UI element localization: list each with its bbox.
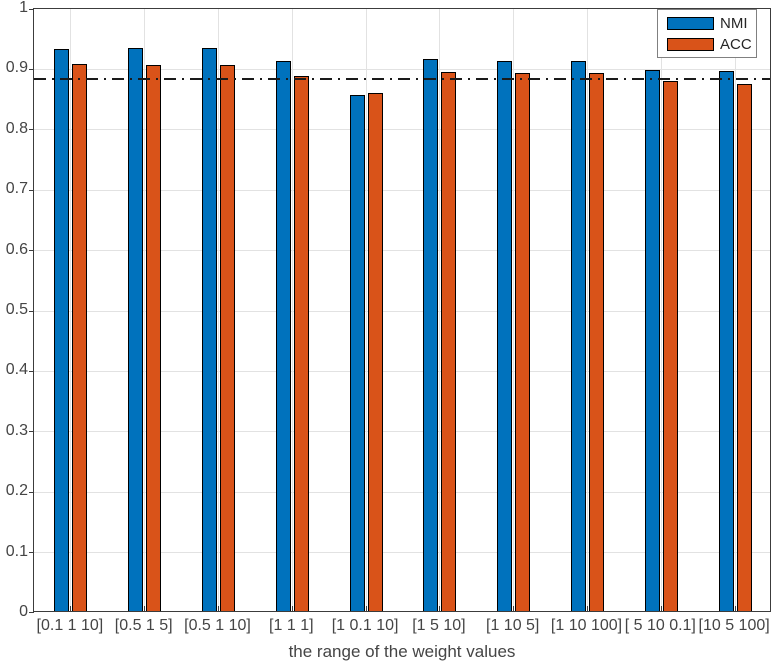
x-axis-label: the range of the weight values [288,642,516,661]
bar-acc [589,73,604,611]
bar-acc [367,92,383,611]
bars-layer [34,9,770,611]
x-tick-mark [587,606,588,611]
v-gridline [439,9,441,611]
legend-swatch-acc [667,37,714,51]
bar-nmi [54,49,70,611]
y-tick-mark [29,612,34,613]
bar-nmi [275,60,291,611]
reference-line [34,78,770,81]
v-gridline [660,9,662,611]
h-gridline [34,250,770,252]
v-gridline [218,9,219,611]
bar-acc [72,64,88,611]
x-tick-mark [144,606,146,611]
x-tick-label: [10 5 100] [698,617,770,634]
x-tick-label: [1 1 1] [269,617,314,634]
x-tick-label: [0.5 1 10] [184,617,251,634]
x-tick-mark [70,606,72,611]
bar-nmi [571,60,586,611]
legend: NMI ACC [657,9,757,58]
h-gridline [34,68,770,70]
bar-acc [146,64,162,611]
bar-nmi [423,58,439,611]
y-tick-mark [29,129,34,131]
y-tick-mark [29,310,34,312]
y-tick-label: 0.7 [5,180,28,198]
x-tick-label: [ 5 10 0.1] [624,617,696,634]
x-tick-mark [439,606,441,611]
x-tick-label: [0.5 1 5] [114,617,173,634]
y-tick-label: 0 [19,603,28,620]
x-tick-mark [660,606,662,611]
h-gridline [34,491,770,493]
bar-nmi [202,48,217,611]
legend-swatch-nmi [667,16,714,30]
v-gridline [587,9,588,611]
y-tick-mark [29,431,34,433]
legend-item-acc: ACC [667,36,756,53]
bar-acc [220,64,235,611]
legend-item-nmi: NMI [667,15,756,32]
x-tick-mark [218,606,219,611]
h-gridline [34,370,770,372]
v-gridline [513,9,515,611]
x-tick-label: [1 10 100] [550,617,623,634]
x-tick-label: [1 5 10] [412,617,466,634]
h-gridline [34,552,770,554]
v-gridline [734,9,736,611]
y-tick-label: 0.2 [5,482,28,500]
x-tick-mark [513,606,515,611]
x-tick-mark [291,606,293,611]
gridlines-layer [34,9,770,611]
y-tick-label: 0.4 [5,361,28,379]
bar-acc [293,75,309,611]
h-gridline [34,189,770,191]
y-tick-label: 0.8 [5,119,28,137]
legend-label-nmi: NMI [720,14,748,32]
x-tick-label: [0.1 1 10] [36,617,104,634]
y-tick-label: 0.1 [5,542,28,560]
bar-nmi [128,48,144,611]
y-tick-mark [29,370,34,372]
bar-nmi [644,69,660,611]
h-gridline [34,129,770,131]
legend-label-acc: ACC [720,35,752,53]
y-tick-label: 0.9 [5,59,28,77]
y-tick-label: 0.5 [5,301,28,318]
bar-acc [662,80,678,611]
v-gridline [291,9,293,611]
y-tick-label: 0.6 [5,240,28,258]
y-tick-label: 1 [19,0,28,16]
v-gridline [144,9,146,611]
x-tick-label: [1 0.1 10] [331,617,399,634]
y-tick-mark [29,68,34,70]
bar-nmi [718,71,734,611]
y-tick-label: 0.3 [5,421,28,439]
y-tick-mark [29,9,34,10]
v-gridline [365,9,367,611]
ticks-layer [29,9,770,613]
y-tick-mark [29,491,34,493]
bar-acc [441,72,457,611]
bar-nmi [349,94,365,611]
y-tick-mark [29,250,34,252]
bar-acc [736,84,752,611]
y-tick-mark [29,552,34,554]
bar-nmi [497,61,513,611]
x-tick-mark [365,606,367,611]
v-gridline [70,9,72,611]
bar-acc [515,73,531,611]
x-tick-mark [734,606,736,611]
h-gridline [34,310,770,312]
plot-area [29,8,771,613]
x-tick-label: [1 10 5] [486,617,540,634]
y-tick-mark [29,189,34,191]
h-gridline [34,431,770,433]
